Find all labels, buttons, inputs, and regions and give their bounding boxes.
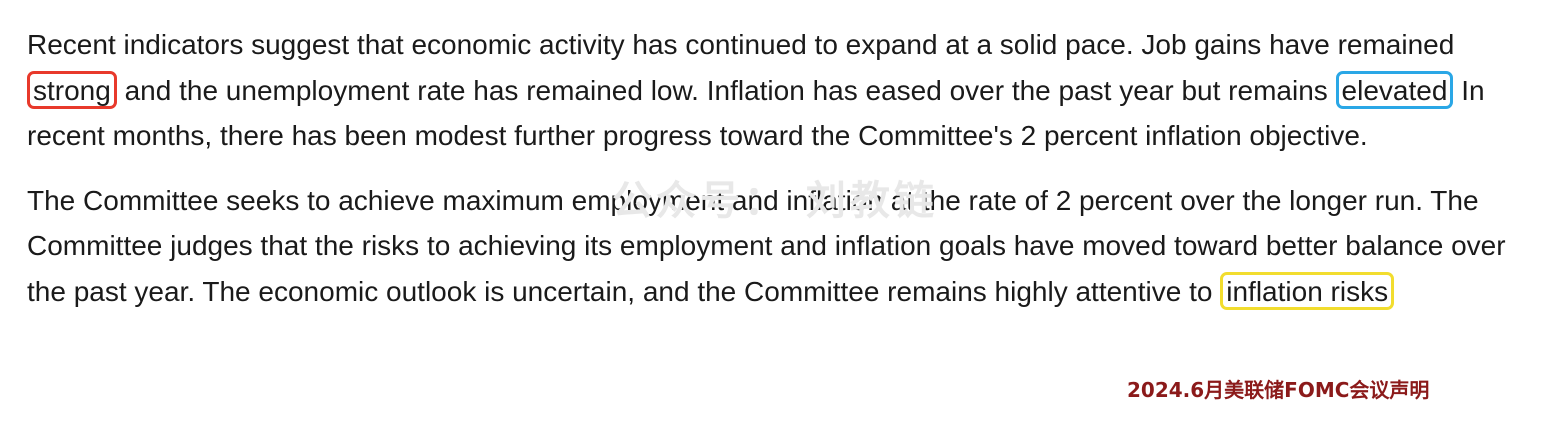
paragraph-text: and the unemployment rate has remained l… [116, 74, 1336, 106]
paragraph-text: Recent indicators suggest that economic … [27, 29, 1455, 60]
watermark: 公众号： 刘教链 [612, 178, 938, 224]
paragraph-text: The Committee seeks to achieve maximum e… [27, 184, 1506, 307]
highlight-elevated: elevated [1335, 70, 1454, 109]
statement-text: Recent indicators suggest that economic … [27, 22, 1527, 314]
highlight-strong: strong [27, 70, 117, 109]
paragraph-economic-activity: Recent indicators suggest that economic … [27, 22, 1527, 159]
caption: 2024.6月美联储FOMC会议声明 [1127, 378, 1430, 402]
paragraph-committee-goals: The Committee seeks to achieve maximum e… [27, 178, 1527, 315]
highlight-inflation-risks: inflation risks [1220, 271, 1395, 310]
paragraph-text: In recent months, there has been modest … [27, 74, 1485, 152]
